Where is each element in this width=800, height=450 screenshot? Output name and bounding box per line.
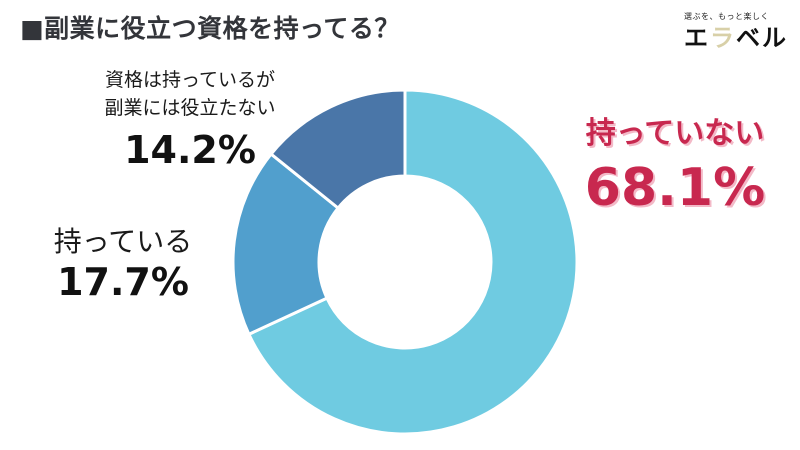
donut-slice [231,151,341,337]
label-have-useless-pct: 14.2% [124,128,256,172]
label-have: 持っている 17.7% [30,224,216,304]
donut-slice [268,88,407,211]
label-have-useless-line2: 副業には役立たない [104,97,276,119]
label-not-have: 持っていない 68.1% [570,116,780,218]
label-not-have-name: 持っていない [585,116,765,151]
logo-tagline: 選ぶを、もっと楽しく [684,12,769,21]
label-have-useless: 資格は持っているが 副業には役立たない 14.2% [72,66,308,172]
logo-char: ル [762,24,786,52]
chart-title: ■副業に役立つ資格を持ってる？ [20,14,400,43]
logo-wordmark: エ ラ ベ ル [684,26,789,50]
donut-slices [231,88,579,436]
logo-char: エ [684,24,708,52]
logo-char: ラ [710,24,734,52]
label-have-pct: 17.7% [57,260,189,304]
logo: 選ぶを、もっと楽しく エ ラ ベ ル [684,11,789,50]
donut-slice [246,88,579,436]
label-have-useless-line1: 資格は持っているが [104,69,276,91]
label-not-have-pct: 68.1% [584,158,766,218]
label-have-name: 持っている [53,225,193,258]
logo-char: ベ [736,24,760,52]
